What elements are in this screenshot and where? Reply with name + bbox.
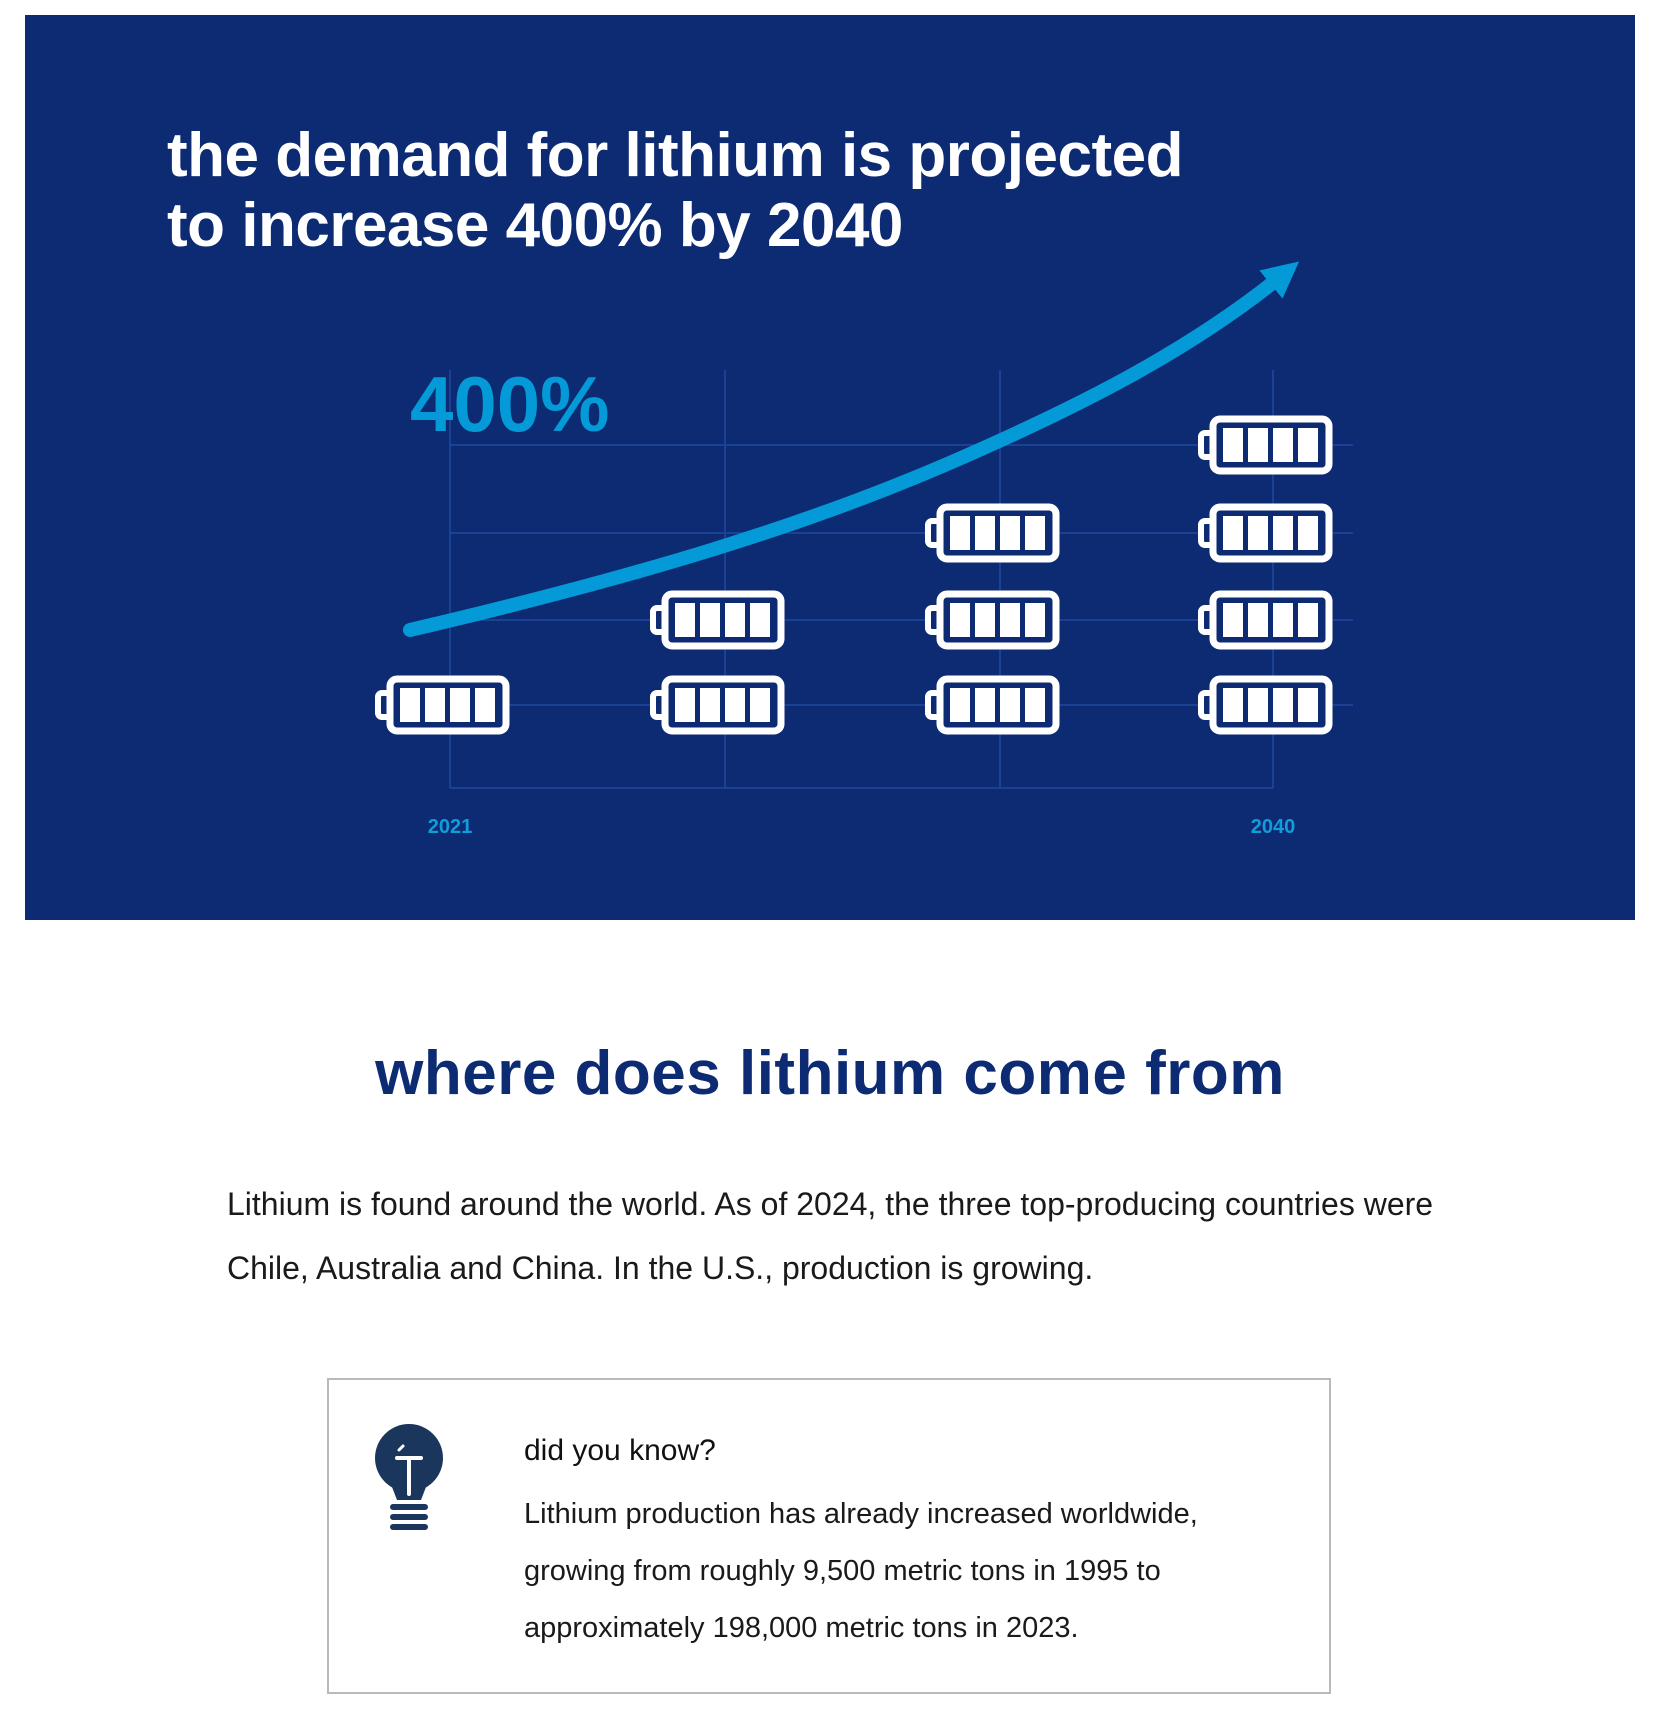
callout-heading: did you know? xyxy=(524,1434,716,1467)
lithium-demand-chart: 400% 2021 2040 xyxy=(375,261,1353,838)
battery-icon xyxy=(1198,503,1333,563)
hero-title: the demand for lithium is projected to i… xyxy=(167,121,1317,261)
intro-paragraph: Lithium is found around the world. As of… xyxy=(227,1186,1434,1286)
battery-stacks xyxy=(375,415,1333,735)
battery-icon xyxy=(1198,590,1333,650)
battery-icon xyxy=(925,503,1060,563)
battery-icon xyxy=(375,675,510,735)
did-you-know-callout: did you know? Lithium production has alr… xyxy=(327,1378,1331,1694)
hero-title-line-1: the demand for lithium is projected xyxy=(167,121,1183,190)
battery-icon xyxy=(1198,415,1333,475)
battery-icon xyxy=(650,590,785,650)
lightbulb-icon xyxy=(375,1424,443,1530)
annotation-label: 400% xyxy=(410,360,610,448)
x-tick-label-start: 2021 xyxy=(428,816,473,838)
trend-arrow xyxy=(403,261,1300,637)
hero-title-line-2: to increase 400% by 2040 xyxy=(167,191,903,260)
callout-body: Lithium production has already increased… xyxy=(524,1498,1198,1644)
hero-banner: the demand for lithium is projected to i… xyxy=(25,15,1635,920)
battery-icon xyxy=(925,675,1060,735)
x-tick-label-end: 2040 xyxy=(1251,816,1296,838)
section-title: where does lithium come from xyxy=(375,1039,1285,1108)
battery-icon xyxy=(925,590,1060,650)
battery-icon xyxy=(650,675,785,735)
battery-icon xyxy=(1198,675,1333,735)
